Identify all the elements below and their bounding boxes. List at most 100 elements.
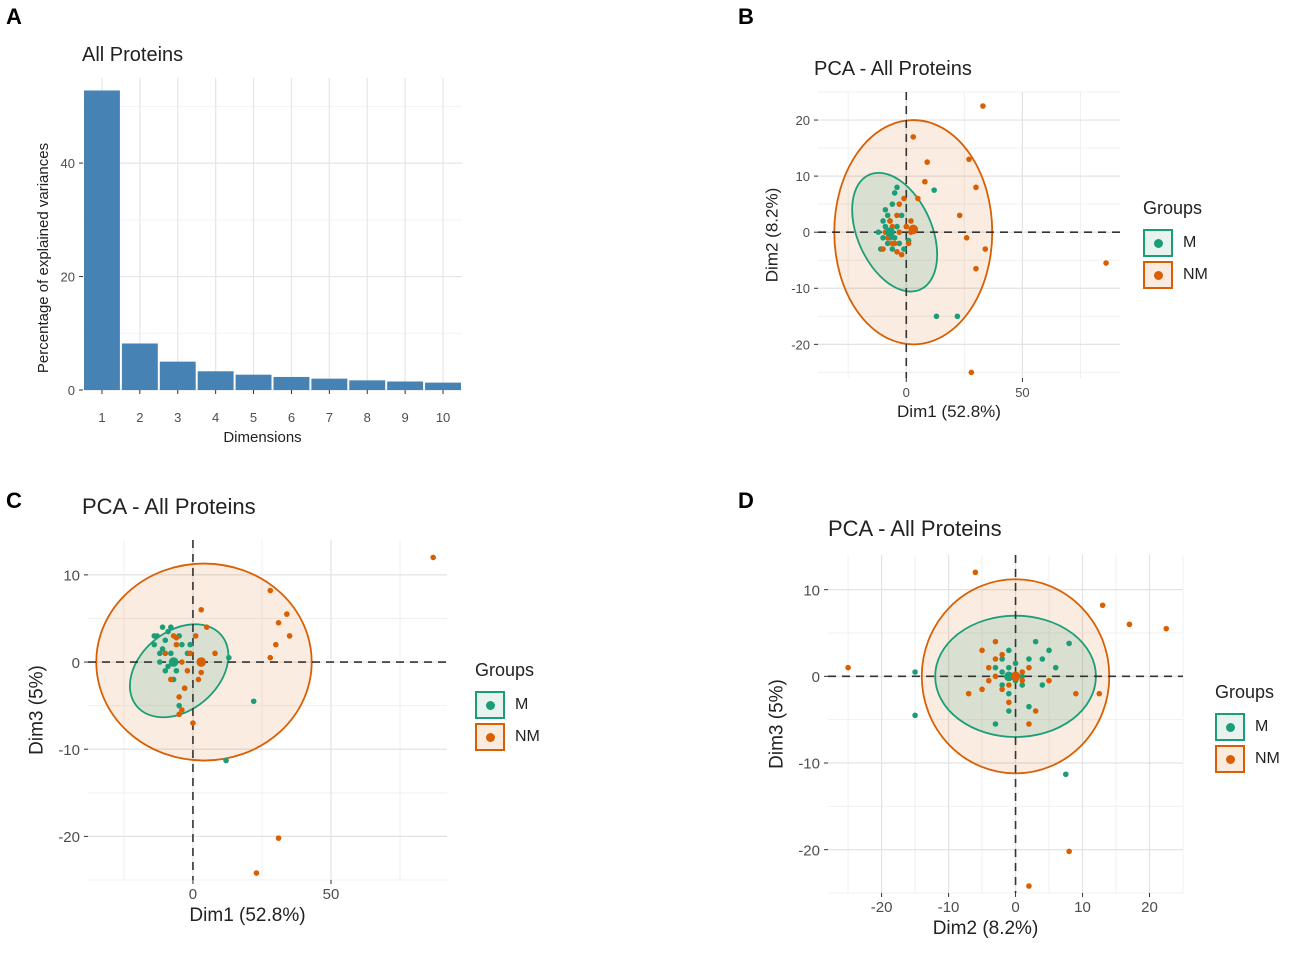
legend-d: Groups M NM xyxy=(1215,682,1280,775)
point-nm xyxy=(999,686,1005,693)
point-m xyxy=(891,190,898,196)
point-m xyxy=(162,667,169,674)
legend-d-item-m: M xyxy=(1215,711,1280,743)
point-m xyxy=(151,641,158,648)
point-m xyxy=(162,637,169,644)
point-m xyxy=(1019,673,1026,680)
point-nm xyxy=(430,554,436,561)
bar-dimension-7 xyxy=(311,378,348,390)
point-nm xyxy=(192,633,199,639)
x-tick-label: 6 xyxy=(288,410,295,425)
point-nm xyxy=(908,218,914,224)
point-m xyxy=(882,223,889,230)
y-axis-title: Dim2 (8.2%) xyxy=(763,188,782,282)
point-nm xyxy=(184,667,191,674)
y-tick-label: -10 xyxy=(791,281,810,296)
legend-label-nm: NM xyxy=(515,728,540,745)
point-nm xyxy=(1019,669,1026,675)
point-m xyxy=(898,212,905,219)
y-tick-label: 20 xyxy=(796,113,810,128)
point-m xyxy=(1066,640,1072,647)
point-nm xyxy=(173,634,180,641)
point-nm xyxy=(272,641,279,648)
point-m xyxy=(223,757,229,764)
centroid-nm xyxy=(196,657,207,667)
point-nm xyxy=(979,686,985,693)
point-nm xyxy=(1126,621,1133,628)
centroid-nm xyxy=(908,224,919,235)
point-m xyxy=(1019,682,1026,688)
point-m xyxy=(1012,660,1019,667)
panel-a-bar-chart: 1 2 3 4 5 6 7 8 9 10 0 20 40 Dimensions Percentage of … xyxy=(35,78,462,446)
y-tick-label: 20 xyxy=(61,270,75,285)
point-nm xyxy=(275,620,282,626)
point-m xyxy=(165,663,171,670)
x-axis-title: Dim1 (52.8%) xyxy=(897,402,1001,421)
point-nm xyxy=(1026,721,1032,727)
y-tick-label: 10 xyxy=(63,568,80,585)
point-m xyxy=(1039,682,1046,688)
legend-key-nm xyxy=(1143,261,1173,289)
point-m xyxy=(933,313,940,320)
y-tick-label: -20 xyxy=(58,829,80,846)
point-m xyxy=(889,246,896,252)
point-m xyxy=(1006,647,1012,654)
point-nm xyxy=(1006,682,1012,688)
legend-key-m xyxy=(1215,713,1245,741)
y-tick-label: 0 xyxy=(812,669,820,686)
point-nm xyxy=(845,664,851,671)
point-nm xyxy=(173,641,180,648)
point-m xyxy=(931,187,937,193)
point-nm xyxy=(179,659,185,665)
legend-label-nm: NM xyxy=(1183,266,1208,283)
point-nm xyxy=(1006,699,1012,706)
point-nm xyxy=(894,212,900,219)
bar-dimension-3 xyxy=(159,361,196,390)
y-axis-title: Percentage of explained variances xyxy=(35,143,52,373)
panel-label-d: D xyxy=(738,488,754,513)
point-nm xyxy=(979,647,985,654)
point-m xyxy=(884,212,891,219)
point-nm xyxy=(176,694,182,700)
x-tick-label: 4 xyxy=(212,410,219,425)
x-tick-label: 9 xyxy=(402,410,409,425)
y-tick-label: 0 xyxy=(72,655,80,672)
legend-b-title: Groups xyxy=(1143,198,1203,218)
x-tick-label: 10 xyxy=(436,410,450,425)
y-tick-label: 10 xyxy=(796,169,810,184)
point-nm xyxy=(901,195,907,202)
panel-b-pca-dim1-dim2: 0 50 -20 -10 0 10 20 Dim1 (52.8%) Dim2 (8.2%) xyxy=(763,91,1120,421)
point-m xyxy=(250,698,257,705)
point-m xyxy=(165,628,171,635)
centroid-m xyxy=(168,657,179,667)
panel-d-pca-dim2-dim3: -20 -10 0 10 20 -20 -10 0 10 Dim2 (8.2%) Dim3 (5%) xyxy=(767,555,1184,939)
y-tick-label: 10 xyxy=(803,582,820,599)
point-nm xyxy=(965,690,972,697)
point-nm xyxy=(1103,260,1109,266)
point-nm xyxy=(985,677,992,684)
x-tick-label: 20 xyxy=(1141,899,1158,916)
point-m xyxy=(226,654,232,661)
chart-a-title: All Proteins xyxy=(82,44,184,66)
point-m xyxy=(1052,664,1059,671)
point-nm xyxy=(286,633,293,639)
point-nm xyxy=(1019,677,1026,684)
point-m xyxy=(912,712,918,719)
point-m xyxy=(884,240,891,247)
point-m xyxy=(1062,771,1069,778)
point-nm xyxy=(966,156,972,163)
point-m xyxy=(1046,647,1052,654)
point-m xyxy=(168,624,174,630)
point-m xyxy=(151,633,158,639)
point-nm xyxy=(212,650,218,657)
point-nm xyxy=(889,240,896,247)
legend-c-item-m: M xyxy=(475,689,540,721)
point-m xyxy=(901,246,907,252)
point-nm xyxy=(267,654,274,661)
point-nm xyxy=(905,240,912,247)
point-nm xyxy=(195,676,202,683)
point-nm xyxy=(915,195,921,202)
point-m xyxy=(880,218,886,224)
plot-background xyxy=(83,78,462,390)
point-nm xyxy=(903,223,910,230)
